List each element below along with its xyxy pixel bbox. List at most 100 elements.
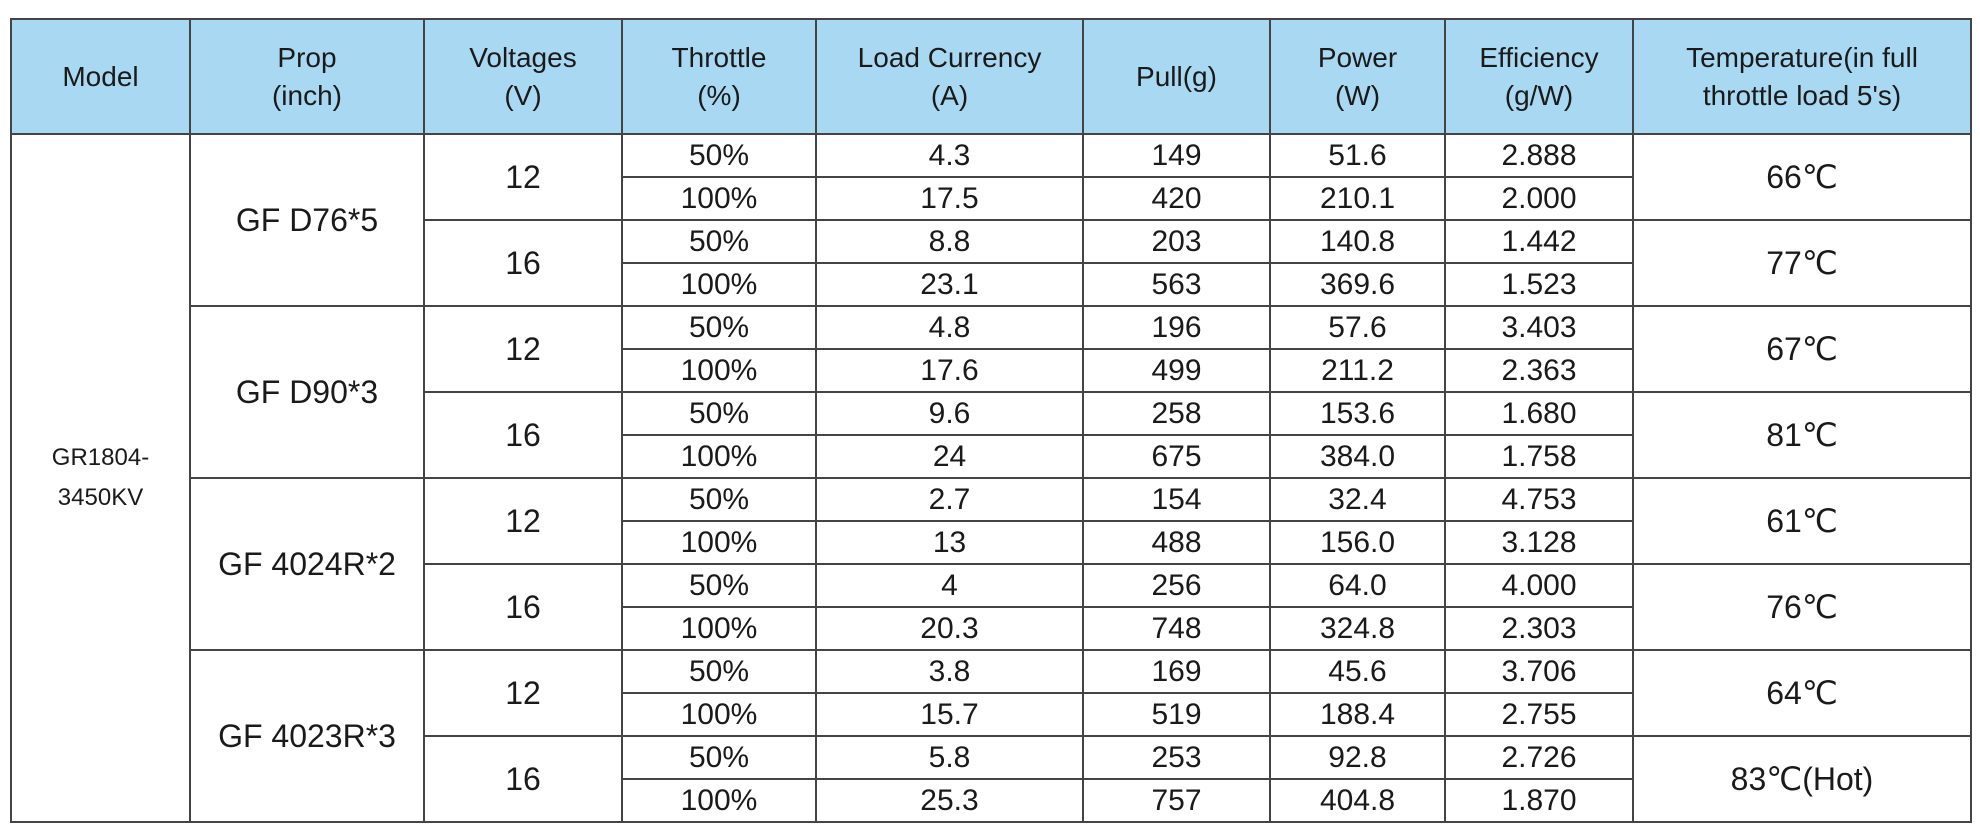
pull-cell: 519	[1082, 692, 1271, 737]
power-cell: 51.6	[1269, 133, 1446, 178]
power-cell: 384.0	[1269, 434, 1446, 479]
voltage-cell: 12	[423, 133, 623, 221]
temperature-cell: 83℃(Hot)	[1632, 735, 1972, 823]
load-current-cell: 24	[815, 434, 1084, 479]
throttle-cell: 100%	[621, 778, 817, 823]
throttle-cell: 50%	[621, 477, 817, 522]
power-cell: 156.0	[1269, 520, 1446, 565]
data-row: GR1804-3450KV GF D76*5 12 50% 4.3 149 51.6 2.88…	[10, 133, 1972, 823]
pull-cell: 149	[1082, 133, 1271, 178]
load-current-cell: 4.8	[815, 305, 1084, 350]
pull-cell: 757	[1082, 778, 1271, 823]
spec-table: Model Prop (inch) Voltages (V) Throttle (%)…	[10, 18, 1972, 823]
temperature-cell: 76℃	[1632, 563, 1972, 651]
load-current-cell: 13	[815, 520, 1084, 565]
pull-cell: 675	[1082, 434, 1271, 479]
prop-cell: GF D76*5	[189, 133, 425, 307]
efficiency-cell: 3.403	[1444, 305, 1634, 350]
throttle-cell: 100%	[621, 434, 817, 479]
throttle-cell: 100%	[621, 606, 817, 651]
temperature-cell: 64℃	[1632, 649, 1972, 737]
load-current-cell: 5.8	[815, 735, 1084, 780]
pull-cell: 154	[1082, 477, 1271, 522]
efficiency-cell: 1.680	[1444, 391, 1634, 436]
temperature-cell: 61℃	[1632, 477, 1972, 565]
efficiency-cell: 2.755	[1444, 692, 1634, 737]
efficiency-cell: 1.758	[1444, 434, 1634, 479]
data-row: 16 50% 4 256 64.0 4.000 76℃	[11, 563, 1972, 651]
throttle-cell: 50%	[621, 563, 817, 608]
pull-cell: 203	[1082, 219, 1271, 264]
power-cell: 324.8	[1269, 606, 1446, 651]
load-current-cell: 17.5	[815, 176, 1084, 221]
load-current-cell: 4	[815, 563, 1084, 608]
header-cell: Model	[10, 18, 191, 135]
efficiency-cell: 2.888	[1444, 133, 1634, 178]
power-cell: 369.6	[1269, 262, 1446, 307]
efficiency-cell: 2.303	[1444, 606, 1634, 651]
data-row: 16 50% 5.8 253 92.8 2.726 83℃(Hot)	[11, 735, 1972, 823]
efficiency-cell: 3.706	[1444, 649, 1634, 694]
power-cell: 140.8	[1269, 219, 1446, 264]
throttle-cell: 100%	[621, 176, 817, 221]
data-row: 100% 24 675 384.0 1.758	[11, 434, 1971, 479]
temperature-cell: 81℃	[1632, 391, 1972, 479]
data-row: 16 50% 9.6 258 153.6 1.680 81℃	[11, 391, 1972, 479]
data-row: 100% 23.1 563 369.6 1.523	[11, 262, 1971, 307]
data-row: 100% 20.3 748 324.8 2.303	[11, 606, 1971, 651]
data-row: 100% 25.3 757 404.8 1.870	[11, 778, 1971, 823]
pull-cell: 258	[1082, 391, 1271, 436]
efficiency-cell: 4.000	[1444, 563, 1634, 608]
prop-cell: GF 4024R*2	[189, 477, 425, 651]
voltage-cell: 16	[423, 563, 623, 651]
data-row: 100% 15.7 519 188.4 2.755	[11, 692, 1971, 737]
load-current-cell: 25.3	[815, 778, 1084, 823]
load-current-cell: 17.6	[815, 348, 1084, 393]
throttle-cell: 100%	[621, 348, 817, 393]
efficiency-cell: 1.442	[1444, 219, 1634, 264]
efficiency-cell: 2.363	[1444, 348, 1634, 393]
data-row: 16 50% 8.8 203 140.8 1.442 77℃	[11, 219, 1972, 307]
throttle-cell: 100%	[621, 520, 817, 565]
load-current-cell: 8.8	[815, 219, 1084, 264]
pull-cell: 196	[1082, 305, 1271, 350]
header-cell: Prop (inch)	[189, 18, 425, 135]
model-text: GR1804-3450KV	[51, 444, 150, 511]
throttle-cell: 50%	[621, 133, 817, 178]
temperature-cell: 77℃	[1632, 219, 1972, 307]
pull-cell: 563	[1082, 262, 1271, 307]
efficiency-cell: 1.523	[1444, 262, 1634, 307]
efficiency-cell: 1.870	[1444, 778, 1634, 823]
load-current-cell: 4.3	[815, 133, 1084, 178]
header-row: Model Prop (inch) Voltages (V) Throttle (%)…	[10, 18, 1972, 135]
load-current-cell: 20.3	[815, 606, 1084, 651]
header-cell: Power (W)	[1269, 18, 1446, 135]
voltage-cell: 12	[423, 477, 623, 565]
voltage-cell: 16	[423, 219, 623, 307]
pull-cell: 420	[1082, 176, 1271, 221]
throttle-cell: 50%	[621, 391, 817, 436]
efficiency-cell: 2.000	[1444, 176, 1634, 221]
load-current-cell: 23.1	[815, 262, 1084, 307]
efficiency-cell: 2.726	[1444, 735, 1634, 780]
data-row: 100% 13 488 156.0 3.128	[11, 520, 1971, 565]
efficiency-cell: 4.753	[1444, 477, 1634, 522]
data-row: GF 4024R*2 12 50% 2.7 154 32.4 4.753 61℃	[11, 477, 1972, 651]
data-row: GF 4023R*3 12 50% 3.8 169 45.6 3.706 64℃	[11, 649, 1972, 823]
voltage-cell: 12	[423, 305, 623, 393]
efficiency-cell: 3.128	[1444, 520, 1634, 565]
header-cell: Pull(g)	[1082, 18, 1271, 135]
header-cell: Temperature(in full throttle load 5's)	[1632, 18, 1972, 135]
voltage-cell: 16	[423, 391, 623, 479]
prop-cell: GF D90*3	[189, 305, 425, 479]
data-row: 100% 17.5 420 210.1 2.000	[11, 176, 1971, 221]
prop-cell: GF 4023R*3	[189, 649, 425, 823]
table-body: GR1804-3450KV GF D76*5 12 50% 4.3 149 51.6 2.88…	[10, 133, 1972, 823]
throttle-cell: 50%	[621, 649, 817, 694]
pull-cell: 169	[1082, 649, 1271, 694]
load-current-cell: 9.6	[815, 391, 1084, 436]
model-cell: GR1804-3450KV	[10, 133, 191, 823]
power-cell: 211.2	[1269, 348, 1446, 393]
pull-cell: 488	[1082, 520, 1271, 565]
